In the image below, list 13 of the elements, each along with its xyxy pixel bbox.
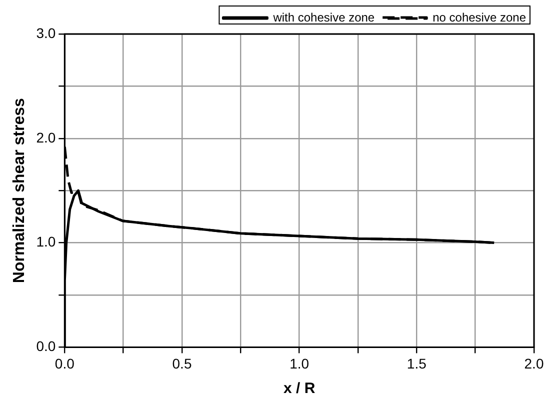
x-tick-label: 1.5: [406, 355, 427, 372]
x-axis-title: x / R: [283, 380, 316, 398]
legend-label: with cohesive zone: [272, 10, 375, 24]
x-tick-label: 2.0: [524, 355, 544, 372]
x-tick-label: 0.0: [54, 355, 75, 372]
y-tick-label: 0.0: [36, 338, 56, 354]
x-tick-label: 1.0: [290, 355, 310, 372]
legend-label: no cohesive zone: [432, 10, 526, 24]
y-axis-title: Normalized shear stress: [11, 98, 28, 284]
y-tick-label: 1.0: [36, 234, 56, 250]
y-tick-label: 3.0: [36, 24, 56, 41]
x-tick-label: 0.5: [172, 355, 192, 372]
y-tick-label: 2.0: [36, 129, 56, 146]
